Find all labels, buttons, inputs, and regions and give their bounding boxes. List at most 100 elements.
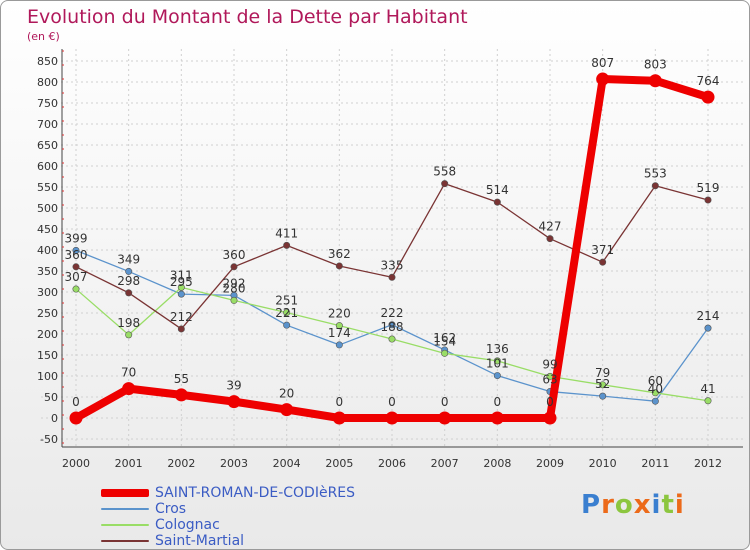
logo-letter: o xyxy=(614,490,634,520)
data-point xyxy=(283,241,291,249)
data-point xyxy=(335,341,343,349)
data-label: 154 xyxy=(433,334,456,348)
data-label: 63 xyxy=(542,373,557,387)
logo-letter: i xyxy=(674,490,685,520)
y-tick-label: 300 xyxy=(37,286,58,299)
data-point xyxy=(280,403,294,417)
data-point xyxy=(177,283,185,291)
data-label: 221 xyxy=(275,306,298,320)
data-label: 553 xyxy=(644,167,667,181)
legend-label: Cros xyxy=(155,501,187,517)
data-point xyxy=(599,381,607,389)
data-label: 40 xyxy=(648,382,663,396)
y-tick-label: 600 xyxy=(37,160,58,173)
logo-letter: r xyxy=(601,490,615,520)
data-point xyxy=(441,349,449,357)
legend-swatch xyxy=(101,489,149,497)
data-label: 188 xyxy=(381,320,404,334)
y-tick-label: 100 xyxy=(37,370,58,383)
y-tick-label: 650 xyxy=(37,139,58,152)
y-tick-label: 800 xyxy=(37,76,58,89)
data-label: 514 xyxy=(486,183,509,197)
data-point xyxy=(599,258,607,266)
data-label: 311 xyxy=(170,268,193,282)
data-label: 220 xyxy=(328,307,351,321)
proxiti-logo: Proxiti xyxy=(581,490,685,520)
data-point xyxy=(596,72,610,86)
y-tick-label: 200 xyxy=(37,328,58,341)
y-tick-label: 750 xyxy=(37,97,58,110)
data-point xyxy=(177,290,185,298)
data-point xyxy=(283,309,291,317)
data-point xyxy=(441,180,449,188)
data-label: 20 xyxy=(279,387,294,401)
chart-title: Evolution du Montant de la Dette par Hab… xyxy=(27,6,468,28)
y-tick-label: 0 xyxy=(51,412,58,425)
data-point xyxy=(651,182,659,190)
data-label: 79 xyxy=(595,366,610,380)
legend-swatch xyxy=(101,524,149,526)
y-tick-label: 450 xyxy=(37,223,58,236)
data-point xyxy=(651,389,659,397)
data-label: 39 xyxy=(226,379,241,393)
data-label: 558 xyxy=(433,165,456,179)
data-label: 99 xyxy=(542,357,557,371)
data-point xyxy=(72,285,80,293)
x-tick-label: 2012 xyxy=(694,457,722,470)
x-tick-label: 2010 xyxy=(589,457,617,470)
data-point xyxy=(230,263,238,271)
chart-unit-label: (en €) xyxy=(27,30,60,43)
data-label: 251 xyxy=(275,294,298,308)
y-tick-label: 400 xyxy=(37,244,58,257)
y-tick-label: 50 xyxy=(44,391,58,404)
y-tick-label: 350 xyxy=(37,265,58,278)
data-label: 295 xyxy=(170,275,193,289)
x-tick-label: 2011 xyxy=(641,457,669,470)
data-point xyxy=(701,90,715,104)
data-label: 214 xyxy=(697,309,720,323)
y-tick-label: 150 xyxy=(37,349,58,362)
data-point xyxy=(438,411,452,425)
data-labels: 399 349 295 292 221 174 222 162 101 63 52 40 214 307 1… xyxy=(65,56,720,409)
legend-swatch xyxy=(101,508,149,510)
logo-letter: i xyxy=(651,490,662,520)
data-label: 298 xyxy=(117,274,140,288)
data-point xyxy=(493,198,501,206)
data-label: 212 xyxy=(170,310,193,324)
x-tick-label: 2005 xyxy=(325,457,353,470)
data-label: 222 xyxy=(381,306,404,320)
data-label: 349 xyxy=(117,252,140,266)
data-label: 0 xyxy=(388,395,396,409)
data-label: 0 xyxy=(546,395,554,409)
data-label: 399 xyxy=(65,231,88,245)
grid-lines xyxy=(41,49,743,447)
data-point xyxy=(227,395,241,409)
data-label: 0 xyxy=(72,395,80,409)
data-point xyxy=(388,321,396,329)
data-label: 292 xyxy=(223,276,246,290)
data-label: 764 xyxy=(697,74,720,88)
data-label: 360 xyxy=(65,248,88,262)
data-point xyxy=(283,321,291,329)
data-point xyxy=(125,267,133,275)
data-label: 52 xyxy=(595,377,610,391)
data-label: 41 xyxy=(700,382,715,396)
data-label: 55 xyxy=(174,372,189,386)
data-label: 371 xyxy=(591,243,614,257)
data-point xyxy=(122,382,136,396)
data-point xyxy=(490,411,504,425)
data-label: 101 xyxy=(486,357,509,371)
legend-swatch xyxy=(101,540,149,542)
data-point xyxy=(125,331,133,339)
data-point xyxy=(546,235,554,243)
data-point xyxy=(335,322,343,330)
x-tick-label: 2007 xyxy=(431,457,459,470)
data-point xyxy=(493,372,501,380)
data-label: 362 xyxy=(328,247,351,261)
data-label: 335 xyxy=(381,258,404,272)
data-label: 519 xyxy=(697,181,720,195)
legend-label: SAINT-ROMAN-DE-CODIèRES xyxy=(155,485,356,501)
y-tick-label: -50 xyxy=(40,433,58,446)
